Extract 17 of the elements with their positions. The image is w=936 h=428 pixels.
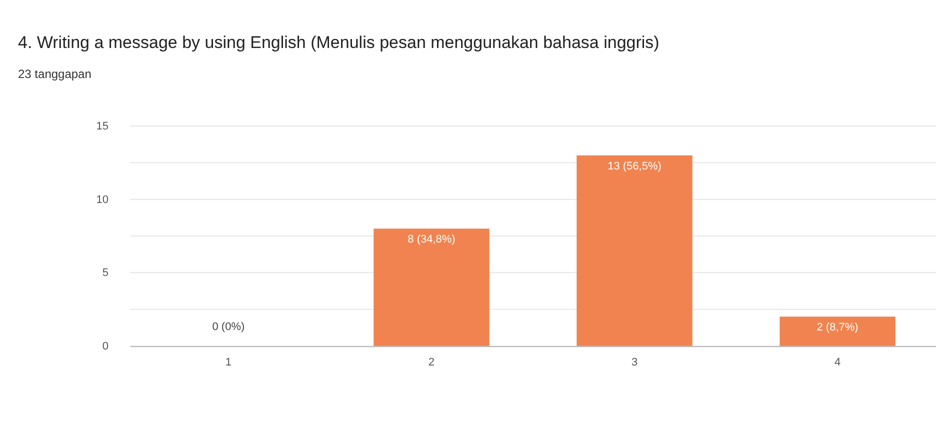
data-label: 0 (0%) <box>212 321 245 333</box>
bar <box>576 155 692 346</box>
x-tick-label: 2 <box>428 356 435 368</box>
x-tick-label: 4 <box>834 356 841 368</box>
bar <box>374 228 490 346</box>
bar <box>780 316 896 346</box>
y-tick-label: 0 <box>102 340 108 352</box>
x-tick-label: 3 <box>631 356 638 368</box>
data-label: 8 (34,8%) <box>408 234 456 246</box>
data-label: 13 (56,5%) <box>608 160 662 172</box>
y-tick-label: 15 <box>96 120 108 132</box>
y-tick-label: 5 <box>102 267 108 280</box>
x-tick-label: 1 <box>225 356 232 368</box>
chart-subtitle: 23 tanggapan <box>18 67 92 81</box>
chart-title: 4. Writing a message by using English (Menulis pesan menggunakan bahasa inggris) <box>18 33 660 53</box>
data-label: 2 (8,7%) <box>816 322 858 334</box>
y-tick-label: 10 <box>96 194 108 206</box>
